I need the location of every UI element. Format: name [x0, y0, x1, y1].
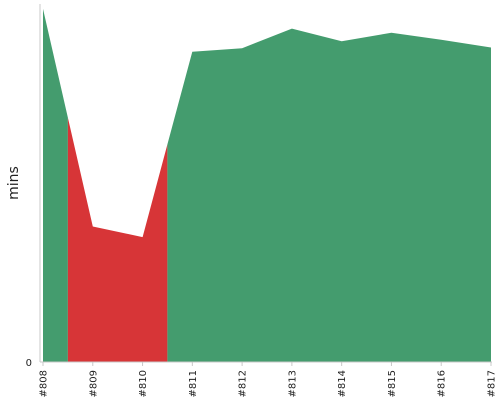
area-segment-failure: [67, 117, 168, 362]
x-tick-label: #809: [88, 370, 99, 397]
x-tick-label: #816: [437, 370, 448, 397]
x-tick-label: #808: [39, 370, 50, 397]
x-tick-label: #817: [487, 370, 498, 397]
x-tick-label: #815: [387, 370, 398, 397]
area-segment-success: [167, 28, 491, 362]
x-tick-label: #812: [238, 370, 249, 397]
x-tick-label: #813: [287, 370, 298, 397]
plot-areas: [43, 8, 491, 363]
x-tick-label: #811: [188, 370, 199, 397]
x-tick-label: #814: [337, 370, 348, 397]
x-tick-labels: #808 #809 #810 #811 #812 #813 #814 #815 #816 #817: [39, 362, 498, 397]
area-segment-success: [43, 8, 68, 363]
y-tick-labels: 0: [26, 358, 32, 369]
x-tick-label: #810: [138, 370, 149, 397]
y-axis-label: mins: [6, 166, 22, 200]
y-tick-label: 0: [26, 358, 32, 369]
